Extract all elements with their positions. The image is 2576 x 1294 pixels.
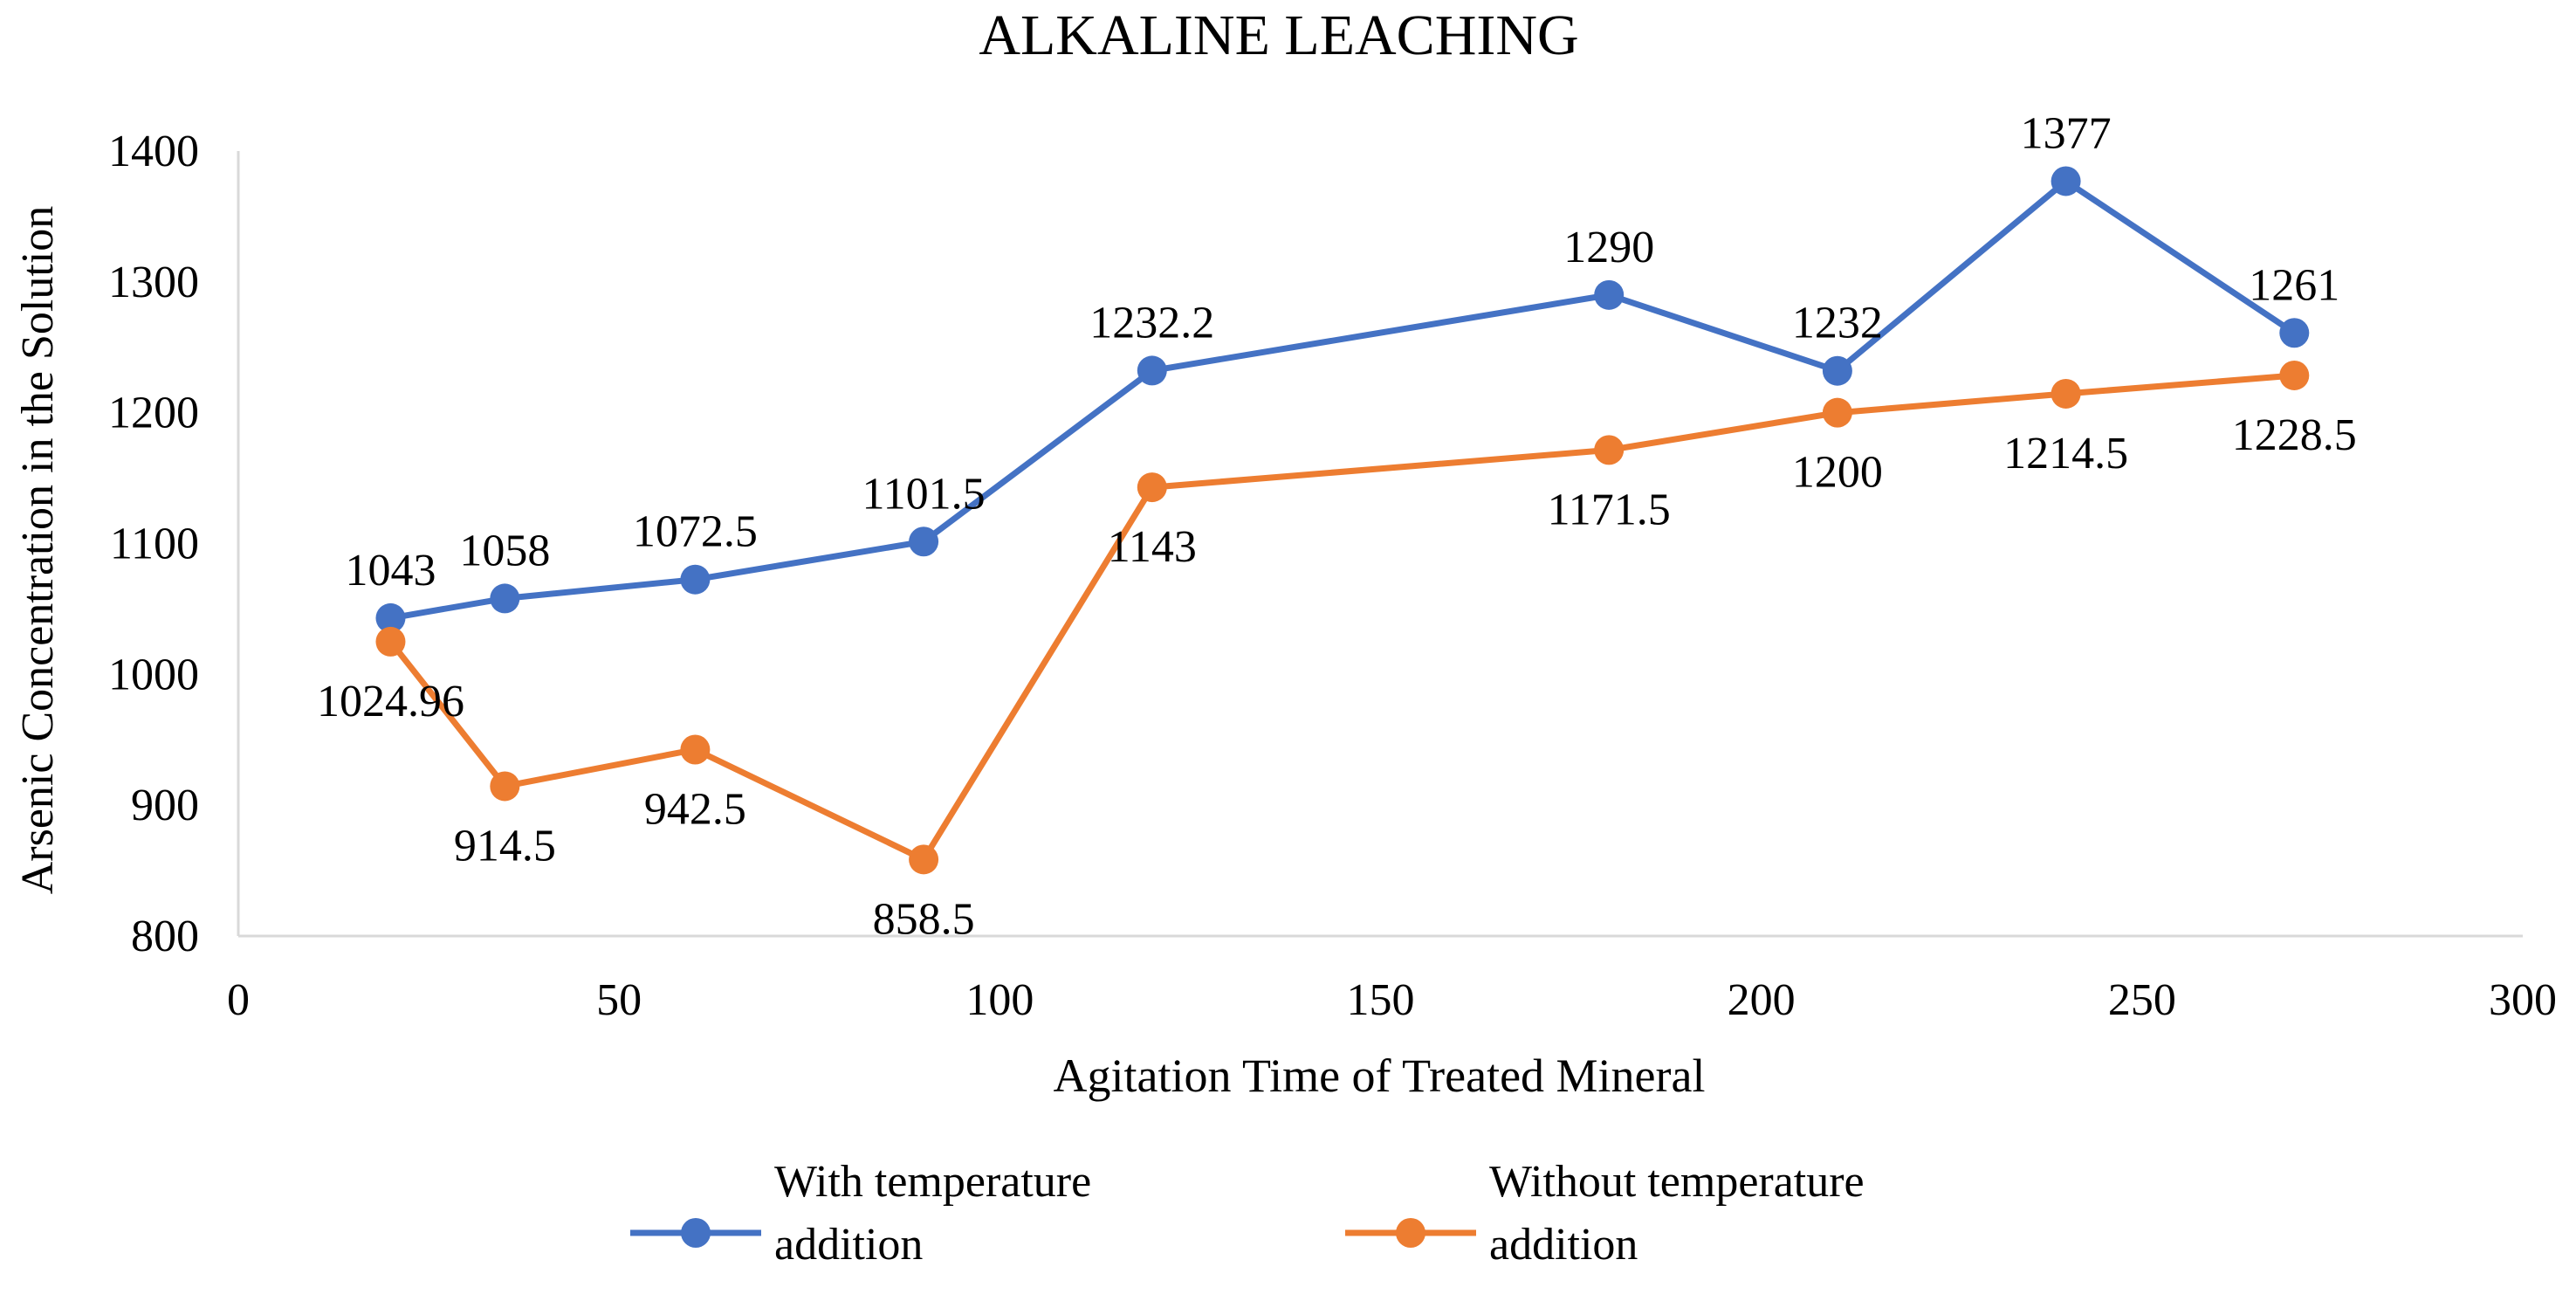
x-tick-label: 100 (965, 975, 1034, 1025)
series-layer: 1043 1058 1072.5 1101.5 1232.2 1290 1232 1377 12… (317, 108, 2357, 944)
data-label: 1377 (2021, 108, 2112, 158)
data-label: 1171.5 (1548, 485, 1671, 534)
data-label: 1058 (459, 526, 550, 575)
data-point (490, 771, 520, 802)
x-tick-label: 0 (227, 975, 250, 1025)
data-label: 914.5 (454, 821, 556, 871)
data-point (1822, 397, 1852, 428)
data-point (2050, 166, 2081, 196)
data-point (680, 564, 711, 595)
chart-title: ALKALINE LEACHING (979, 3, 1578, 67)
legend-label: addition (774, 1220, 923, 1270)
data-label: 1143 (1108, 522, 1197, 572)
data-label: 942.5 (644, 784, 746, 834)
data-point (1137, 472, 1167, 503)
data-label: 1024.96 (317, 677, 464, 726)
data-point (2050, 378, 2081, 409)
legend-label: Without temperature (1489, 1157, 1865, 1207)
data-label: 1232 (1792, 299, 1883, 348)
data-point (2279, 318, 2310, 348)
y-tick-label: 1200 (108, 389, 199, 438)
y-tick-label: 800 (131, 912, 199, 961)
axes: 800 900 1000 1100 1200 1300 1400 0 50 100 150 200 25… (108, 127, 2557, 1025)
data-label: 858.5 (873, 894, 975, 944)
x-tick-label: 250 (2108, 975, 2176, 1025)
x-axis-title: Agitation Time of Treated Mineral (1054, 1050, 1706, 1102)
data-label: 1290 (1563, 223, 1654, 272)
data-point (1594, 279, 1625, 310)
data-point (490, 583, 520, 614)
legend-label: addition (1489, 1220, 1638, 1270)
y-tick-label: 1000 (108, 650, 199, 699)
data-point (1822, 355, 1852, 386)
series-2: 1024.96 914.5 942.5 858.5 1143 1171.5 1200 1214… (317, 360, 2357, 944)
y-tick-label: 1300 (108, 258, 199, 307)
data-label: 1072.5 (633, 507, 758, 557)
y-tick-label: 1400 (108, 127, 199, 176)
data-label: 1214.5 (2003, 429, 2128, 478)
data-label: 1200 (1792, 448, 1883, 498)
data-point (375, 602, 406, 633)
data-label: 1101.5 (862, 469, 986, 519)
data-point (909, 527, 939, 557)
data-point (1137, 355, 1167, 386)
data-label: 1261 (2249, 260, 2339, 310)
legend-swatch-marker (681, 1218, 711, 1248)
data-label: 1228.5 (2232, 410, 2357, 460)
x-tick-label: 50 (596, 975, 642, 1025)
data-label: 1232.2 (1089, 298, 1214, 348)
legend-item-2: Without temperature addition (1345, 1157, 1865, 1270)
legend-item-1: With temperature addition (630, 1157, 1091, 1270)
y-tick-label: 1100 (110, 520, 199, 569)
legend-swatch-marker (1396, 1218, 1425, 1248)
series-1: 1043 1058 1072.5 1101.5 1232.2 1290 1232 1377 12… (345, 108, 2339, 633)
data-label: 1043 (345, 546, 436, 595)
data-point (375, 626, 406, 657)
y-tick-label: 900 (131, 781, 199, 830)
data-point (2279, 360, 2310, 390)
x-tick-label: 300 (2489, 975, 2557, 1025)
y-axis-title: Arsenic Concentration in the Solution (13, 206, 63, 895)
data-point (680, 734, 711, 765)
data-point (909, 844, 939, 875)
x-tick-label: 150 (1347, 975, 1415, 1025)
x-tick-label: 200 (1728, 975, 1796, 1025)
legend-label: With temperature (774, 1157, 1091, 1207)
data-point (1594, 435, 1625, 465)
